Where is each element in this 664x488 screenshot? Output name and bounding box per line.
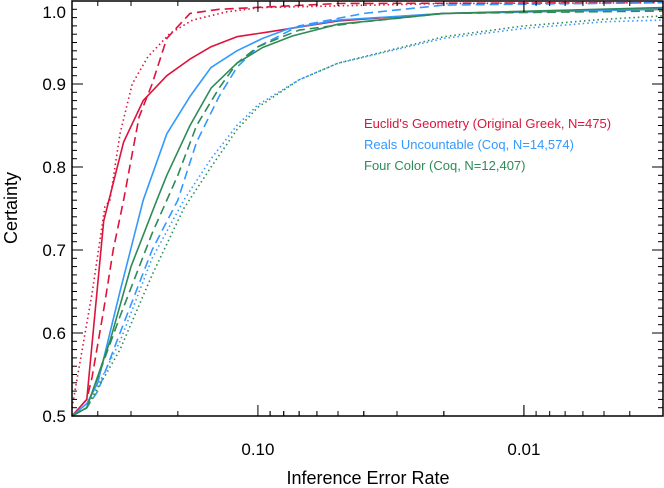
legend-entry-euclid: Euclid's Geometry (Original Greek, N=475… bbox=[364, 116, 611, 131]
x-axis-label: Inference Error Rate bbox=[286, 468, 449, 488]
y-tick-label: 0.7 bbox=[42, 241, 66, 260]
tick-labels: 0.5 0.6 0.7 0.8 0.9 1.0 0.10 0.01 bbox=[42, 3, 540, 459]
y-tick-label: 0.5 bbox=[42, 407, 66, 426]
legend: Euclid's Geometry (Original Greek, N=475… bbox=[364, 116, 611, 173]
series-layer bbox=[71, 1, 664, 417]
legend-entry-reals: Reals Uncountable (Coq, N=14,574) bbox=[364, 137, 574, 152]
series-line-2-dotted bbox=[71, 15, 664, 417]
y-tick-label: 0.9 bbox=[42, 75, 66, 94]
y-tick-label: 0.8 bbox=[42, 158, 66, 177]
series-line-0-dotted bbox=[71, 1, 664, 408]
series-line-2-solid bbox=[71, 6, 664, 417]
y-tick-label: 0.6 bbox=[42, 324, 66, 343]
y-axis-label: Certainty bbox=[1, 172, 21, 244]
x-tick-label: 0.01 bbox=[507, 440, 540, 459]
x-tick-label: 0.10 bbox=[241, 440, 274, 459]
plot-frame bbox=[71, 0, 664, 417]
y-tick-label: 1.0 bbox=[42, 3, 66, 22]
axes-layer bbox=[71, 0, 664, 417]
series-line-1-dashed bbox=[71, 1, 664, 417]
series-line-1-dotted bbox=[71, 19, 664, 417]
series-line-2-dashed bbox=[71, 10, 664, 417]
legend-entry-four-color: Four Color (Coq, N=12,407) bbox=[364, 158, 526, 173]
series-line-0-dashed bbox=[71, 1, 664, 417]
